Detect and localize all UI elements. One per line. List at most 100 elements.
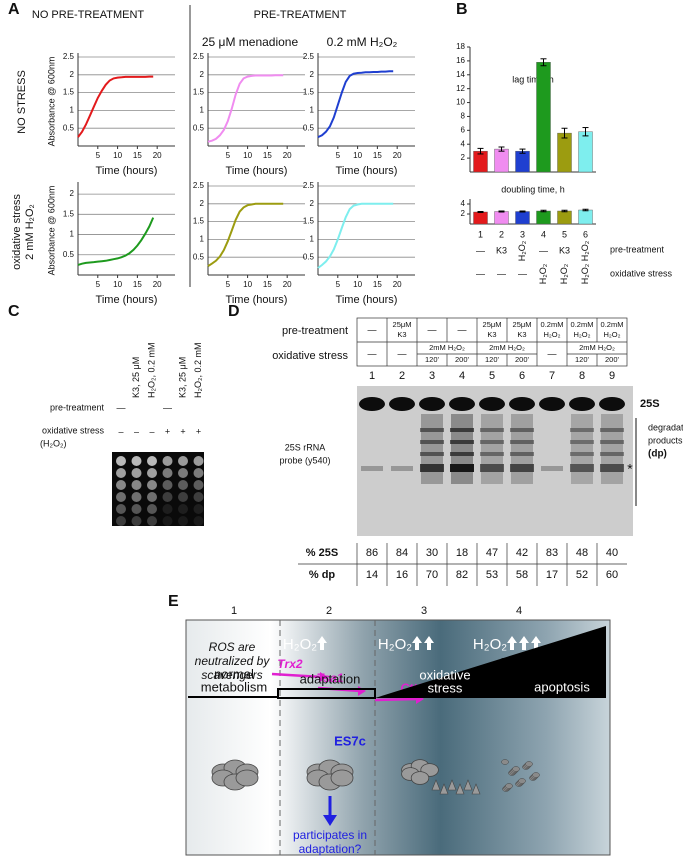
yeast-spot [178, 492, 188, 502]
band-dp [450, 428, 474, 432]
plate [112, 452, 204, 526]
increase-arrow [519, 636, 529, 650]
y-tick-label: 2 [461, 153, 466, 162]
condition: H₂O₂ [538, 263, 548, 284]
fragment [525, 761, 533, 767]
yeast-spot [193, 456, 204, 466]
y-tick-label: 2 [200, 199, 205, 208]
band-dp [510, 452, 534, 456]
condition: — [458, 324, 467, 334]
yeast-spot [131, 516, 142, 526]
yeast-spot [147, 504, 157, 514]
lane-number: 8 [579, 370, 585, 382]
y-tick-label: 1.5 [193, 217, 205, 226]
y-axis-label: Absorbance @ 600nm [46, 57, 56, 147]
band-dp [420, 428, 444, 432]
x-tick-label: 10 [353, 151, 362, 160]
level-step [277, 688, 376, 699]
row-label: pre-treatment [610, 244, 665, 254]
percent: 30 [426, 547, 438, 559]
probe-label: 25S rRNA [285, 442, 326, 452]
band-dp [541, 466, 563, 471]
lane-number: 5 [562, 229, 567, 239]
lane-number: 1 [478, 229, 483, 239]
fragment [532, 772, 540, 778]
row-header: oxidative stress [11, 194, 23, 270]
band-25s [569, 397, 595, 411]
question: participates in [293, 828, 367, 842]
band-dp [510, 440, 534, 444]
bar [494, 211, 509, 225]
yeast-spot [147, 456, 157, 466]
condition: K3, 25 μM [131, 357, 141, 398]
band-dp [480, 428, 504, 432]
x-axis-label: Time (hours) [96, 294, 158, 306]
growth-curve [207, 74, 284, 143]
probe-label: probe (y540) [279, 455, 330, 465]
percent: 52 [576, 569, 588, 581]
x-tick-label: 5 [96, 151, 101, 160]
increase-arrow [412, 636, 422, 650]
gene: Tsa1 [317, 671, 344, 685]
y-tick-label: 2 [70, 70, 75, 79]
bar [515, 211, 530, 225]
y-tick-label: 2.5 [193, 52, 205, 61]
band-dp [570, 464, 594, 472]
gene: Trx2 [277, 657, 302, 671]
y-tick-label: 1.5 [63, 88, 75, 97]
band-dp [600, 440, 624, 444]
gene-arrow [374, 697, 419, 702]
bar [536, 210, 551, 225]
band-25s [509, 397, 535, 411]
x-tick-label: 10 [113, 280, 122, 289]
bar [578, 131, 593, 173]
y-tick-label: 14 [456, 70, 465, 79]
yeast-spot [131, 504, 142, 514]
stage-label: oxidative [419, 667, 470, 682]
band-dp [450, 464, 474, 472]
fragment [463, 779, 473, 791]
note: ROS are [209, 640, 256, 654]
condition: — [539, 245, 548, 255]
row-label: oxidative stress [272, 350, 348, 362]
fragment [505, 783, 513, 789]
stage-label: adaptation [300, 671, 361, 686]
condition: H₂O₂ [559, 263, 569, 284]
y-tick-label: 0.5 [193, 123, 205, 132]
bar [578, 209, 593, 225]
condition: — [548, 348, 557, 358]
band-25s [359, 397, 385, 411]
smear [421, 414, 443, 484]
yeast-spot [193, 468, 204, 478]
y-tick-label: 0.5 [63, 250, 75, 259]
yeast-spot [162, 456, 173, 466]
bar [473, 211, 488, 225]
gel [357, 386, 633, 536]
panel-label: C [8, 303, 20, 320]
yeast-spot [162, 492, 173, 502]
x-tick-label: 5 [336, 151, 341, 160]
time: 200' [605, 355, 620, 364]
y-tick-label: 2 [70, 189, 75, 198]
y-tick-label: 1.5 [303, 217, 315, 226]
x-axis-label: Time (hours) [336, 165, 398, 177]
condition: — [428, 324, 437, 334]
y-tick-label: 2.5 [303, 52, 315, 61]
increase-arrow [507, 636, 517, 650]
condition: — [497, 268, 506, 278]
yeast-spot [162, 516, 173, 526]
condition: K3 [517, 330, 526, 339]
y-tick-label: 10 [456, 98, 465, 107]
x-tick-label: 15 [263, 280, 272, 289]
fragment [501, 759, 509, 765]
band-25s [539, 397, 565, 411]
y-tick-label: 4 [461, 199, 466, 208]
band-label: products [648, 435, 683, 445]
yeast-spot [131, 468, 142, 478]
row-label: (H₂O₂) [40, 438, 66, 448]
bar [557, 132, 572, 173]
yeast-spot [131, 480, 142, 490]
yeast-spot [162, 468, 173, 478]
band-25s [449, 397, 475, 411]
